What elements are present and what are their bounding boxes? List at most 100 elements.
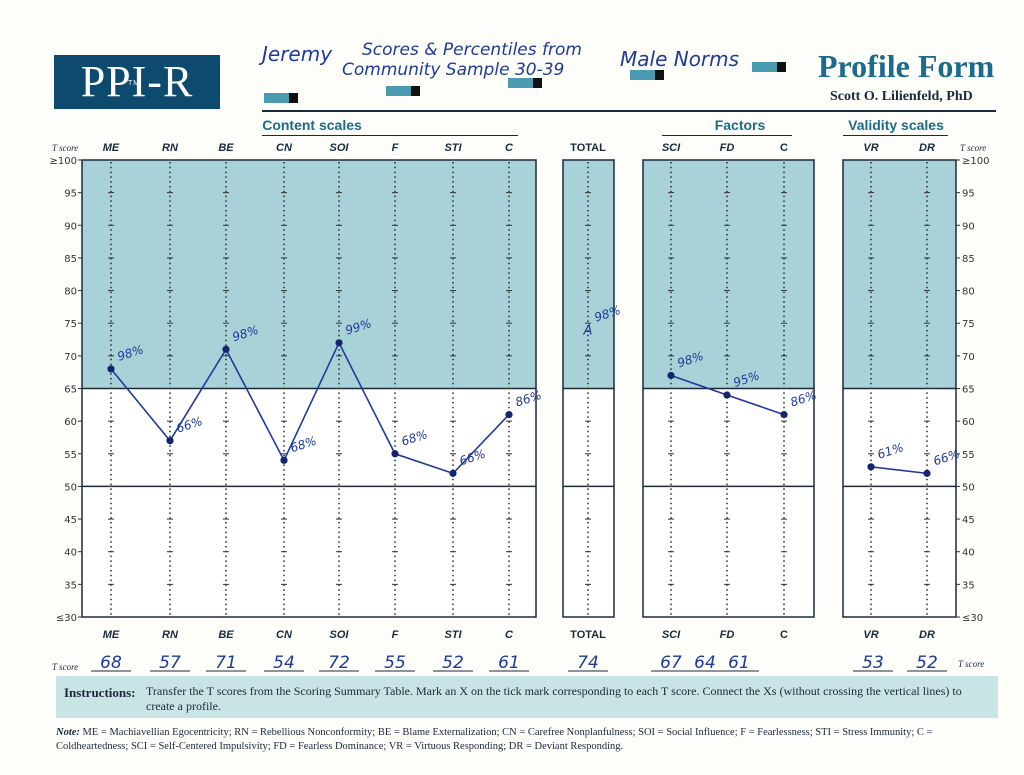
color-swatch xyxy=(752,62,786,72)
validity-scales-heading: Validity scales xyxy=(848,117,944,133)
color-swatch xyxy=(630,70,664,80)
color-swatch xyxy=(386,86,420,96)
tscore-value: 74 xyxy=(577,653,599,673)
scale-label-dr: DR xyxy=(919,142,935,154)
y-tick-label-right: 90 xyxy=(962,221,975,232)
panel-background xyxy=(643,388,814,617)
instructions-box: Instructions: Transfer the T scores from… xyxy=(56,676,998,718)
scale-label-fd: FD xyxy=(719,142,735,154)
tscore-value: 71 xyxy=(215,653,237,673)
y-tick-label-left: 90 xyxy=(64,221,77,232)
scale-label-soi-bottom: SOI xyxy=(329,629,349,641)
instructions-text: Transfer the T scores from the Scoring S… xyxy=(146,684,962,713)
color-swatch xyxy=(264,93,298,103)
y-tick-label-left: 50 xyxy=(64,482,77,493)
tscore-value: 52 xyxy=(916,653,938,673)
scale-label-be: BE xyxy=(218,142,234,154)
author: Scott O. Lilienfeld, PhD xyxy=(830,89,973,104)
scale-label-sti-bottom: STI xyxy=(444,629,462,641)
data-point-cn xyxy=(280,456,288,464)
instructions-heading: Instructions: xyxy=(64,685,136,700)
form-title: Profile Form xyxy=(818,48,995,84)
y-tick-label-left: 70 xyxy=(64,352,77,363)
y-tick-label-left: 55 xyxy=(64,450,77,461)
ppi-r-logo: PPI-R TM xyxy=(54,55,220,109)
factors-rule xyxy=(662,135,792,136)
y-tick-label-left: 35 xyxy=(64,580,77,591)
scale-label-rn-bottom: RN xyxy=(162,629,178,641)
y-tick-label-left: 65 xyxy=(64,385,77,396)
y-tick-label-right: 80 xyxy=(962,287,975,298)
y-tick-label-right: 95 xyxy=(962,189,975,200)
data-point-soi xyxy=(335,339,343,347)
handwritten-name: Jeremy xyxy=(262,42,333,66)
scale-label-cn: CN xyxy=(276,142,292,154)
y-tick-label-right: 70 xyxy=(962,352,975,363)
y-tick-label-left: 75 xyxy=(64,319,77,330)
data-point-c xyxy=(780,411,788,419)
shaded-region xyxy=(82,160,536,389)
profile-line xyxy=(110,340,510,475)
y-tick-label-right: 35 xyxy=(962,580,975,591)
shaded-region xyxy=(643,160,814,389)
validity-scales-rule xyxy=(843,135,948,136)
scale-label-factor-c-bottom: C xyxy=(780,629,788,641)
y-tick-label-right: ≤30 xyxy=(962,613,983,624)
data-point-me xyxy=(107,365,115,373)
scale-label-fd-bottom: FD xyxy=(719,629,735,641)
y-tick-label-left: 40 xyxy=(64,548,77,559)
note-heading: Note: xyxy=(56,727,80,738)
y-tick-label-right: 55 xyxy=(962,450,975,461)
panel-background xyxy=(82,388,536,617)
scale-label-total-bottom: TOTAL xyxy=(570,629,606,641)
y-tick-label-right: 45 xyxy=(962,515,975,526)
factors-heading: Factors xyxy=(714,117,766,133)
scale-label-cn-bottom: CN xyxy=(276,629,292,641)
data-point-c xyxy=(505,411,513,419)
y-tick-label-left: ≤30 xyxy=(56,613,77,624)
tscore-value: 72 xyxy=(328,653,350,673)
content-scales-rule xyxy=(262,135,518,136)
tscore-value: 64 xyxy=(694,653,716,673)
data-point-be xyxy=(222,345,230,353)
handwritten-description-1: Scores & Percentiles from xyxy=(362,40,582,60)
color-swatch xyxy=(508,78,542,88)
scale-label-f-bottom: F xyxy=(391,629,399,641)
tscore-value: 61 xyxy=(728,653,750,673)
tscore-label-left: T score xyxy=(52,143,79,153)
tscore-value: 68 xyxy=(100,653,122,673)
data-point-vr xyxy=(867,463,875,471)
y-tick-label-left: 60 xyxy=(64,417,77,428)
y-tick-label-right: 50 xyxy=(962,482,975,493)
y-tick-label-left: 80 xyxy=(64,287,77,298)
handwritten-norms: Male Norms xyxy=(620,47,740,71)
scale-label-sci-bottom: SCI xyxy=(661,629,681,641)
y-tick-label-right: ≥100 xyxy=(962,156,989,167)
data-point-rn xyxy=(166,437,174,445)
tscore-value: 61 xyxy=(498,653,520,673)
profile-line xyxy=(870,466,928,475)
y-tick-label-left: 95 xyxy=(64,189,77,200)
tscore-value: 54 xyxy=(273,653,295,673)
tscore-label-bottom-left: T score xyxy=(52,662,79,672)
y-tick-label-left: ≥100 xyxy=(50,156,77,167)
handwritten-description-2: Community Sample 30-39 xyxy=(342,60,565,80)
trademark: TM xyxy=(128,80,141,87)
header-rule xyxy=(262,110,996,112)
panel-background xyxy=(843,388,956,617)
shaded-region xyxy=(843,160,956,389)
tscore-value: 67 xyxy=(660,653,682,673)
scale-label-me: ME xyxy=(102,142,120,154)
tscore-value: 55 xyxy=(384,653,406,673)
scale-label-f: F xyxy=(391,142,399,154)
y-tick-label-right: 65 xyxy=(962,385,975,396)
scale-label-dr-bottom: DR xyxy=(919,629,935,641)
tscore-value: 52 xyxy=(442,653,464,673)
y-tick-label-right: 60 xyxy=(962,417,975,428)
scale-label-me-bottom: ME xyxy=(102,629,120,641)
y-tick-label-right: 40 xyxy=(962,548,975,559)
tscore-label-right: T score xyxy=(960,143,987,153)
scale-label-sti: STI xyxy=(444,142,462,154)
y-tick-label-left: 85 xyxy=(64,254,77,265)
